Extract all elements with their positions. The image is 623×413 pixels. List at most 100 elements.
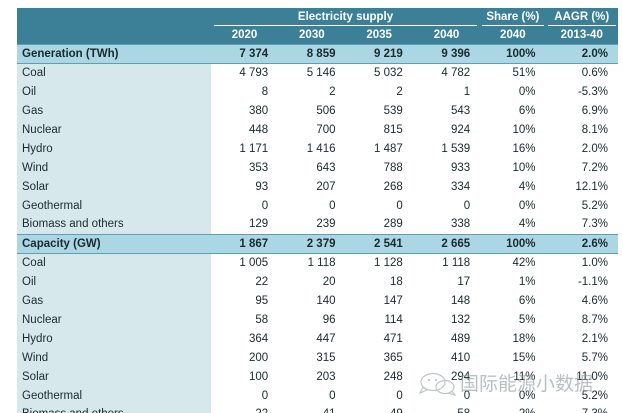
- cell-value: 448: [210, 120, 279, 139]
- cell-value: 114: [345, 310, 413, 329]
- section-total-value: 2.6%: [545, 233, 618, 254]
- row-label: Biomass and others: [17, 405, 211, 413]
- cell-value: 289: [345, 215, 413, 235]
- cell-value: 93: [210, 177, 279, 196]
- cell-value: 5 032: [345, 63, 413, 82]
- table-row: Geothermal 0 0 0 0 0% 5.2%: [17, 386, 618, 405]
- cell-value: 22: [210, 405, 279, 413]
- row-label: Gas: [17, 291, 211, 310]
- section-total-value: 1 867: [210, 233, 279, 254]
- electricity-supply-table-container: Electricity supply Share (%) AAGR (%) 20…: [17, 8, 618, 413]
- cell-value: 353: [210, 158, 279, 177]
- cell-value: 207: [278, 177, 346, 196]
- cell-value: 5%: [480, 310, 546, 329]
- cell-value: 1%: [480, 272, 546, 291]
- cell-value: 338: [412, 215, 481, 235]
- section-total-value: 2 541: [345, 233, 413, 254]
- cell-value: 1 171: [210, 139, 279, 158]
- row-label: Hydro: [17, 139, 211, 158]
- cell-value: -1.1%: [545, 272, 618, 291]
- row-label: Solar: [17, 177, 211, 196]
- cell-value: 4%: [480, 177, 546, 196]
- cell-value: 5.7%: [545, 348, 618, 367]
- column-header-year-2: 2035: [345, 28, 413, 44]
- header-group-electricity-supply: Electricity supply: [210, 8, 481, 28]
- cell-value: 315: [278, 348, 346, 367]
- row-label: Nuclear: [17, 310, 211, 329]
- section-title: Generation (TWh): [17, 43, 211, 64]
- cell-value: 100: [210, 367, 279, 386]
- cell-value: 0%: [480, 82, 546, 101]
- table-header-group-row: Electricity supply Share (%) AAGR (%): [17, 8, 618, 28]
- cell-value: 294: [412, 367, 481, 386]
- section-total-value: 100%: [480, 233, 546, 254]
- row-label: Hydro: [17, 329, 211, 348]
- cell-value: 334: [412, 177, 481, 196]
- column-header-aagr-period: 2013-40: [545, 28, 618, 44]
- cell-value: 140: [278, 291, 346, 310]
- table-row: Solar 93 207 268 334 4% 12.1%: [17, 177, 618, 196]
- table-row: Oil 22 20 18 17 1% -1.1%: [17, 272, 618, 291]
- row-label: Coal: [17, 63, 211, 82]
- cell-value: 5.2%: [545, 386, 618, 405]
- table-row: Oil 8 2 2 1 0% -5.3%: [17, 82, 618, 101]
- cell-value: 8.7%: [545, 310, 618, 329]
- section-total-value: 2 665: [412, 233, 481, 254]
- section-header-row: Capacity (GW) 1 867 2 379 2 541 2 665 100% 2.6…: [17, 233, 618, 254]
- table-row: Biomass and others224149582%7.3%: [17, 405, 618, 413]
- cell-value: 1: [412, 82, 481, 101]
- row-label: Biomass and others: [17, 215, 211, 235]
- cell-value: 2.0%: [545, 139, 618, 158]
- table-row: Wind 200 315 365 410 15% 5.7%: [17, 348, 618, 367]
- cell-value: 1 118: [412, 253, 481, 272]
- cell-value: 42%: [480, 253, 546, 272]
- table-row: Nuclear 58 96 114 132 5% 8.7%: [17, 310, 618, 329]
- header-corner-blank: [17, 8, 211, 28]
- table-row: Coal 1 005 1 118 1 128 1 118 42% 1.0%: [17, 253, 618, 272]
- cell-value: 4 782: [412, 63, 481, 82]
- cell-value: 49: [345, 405, 413, 413]
- cell-value: 268: [345, 177, 413, 196]
- cell-value: 1 539: [412, 139, 481, 158]
- header-group-share-label: Share (%): [482, 11, 544, 26]
- cell-value: 95: [210, 291, 279, 310]
- header-group-electricity-supply-label: Electricity supply: [213, 11, 478, 26]
- cell-value: 5 146: [278, 63, 346, 82]
- cell-value: 643: [278, 158, 346, 177]
- cell-value: 148: [412, 291, 481, 310]
- section-total-value: 9 396: [412, 43, 481, 64]
- cell-value: 2: [345, 82, 413, 101]
- cell-value: 0: [210, 196, 279, 215]
- cell-value: 10%: [480, 158, 546, 177]
- cell-value: 8: [210, 82, 279, 101]
- section-total-value: 7 374: [210, 43, 279, 64]
- cell-value: 41: [278, 405, 346, 413]
- cell-value: 7.3%: [545, 215, 618, 235]
- section-total-value: 2 379: [278, 233, 346, 254]
- cell-value: 96: [278, 310, 346, 329]
- cell-value: 788: [345, 158, 413, 177]
- cell-value: 4.6%: [545, 291, 618, 310]
- cell-value: 51%: [480, 63, 546, 82]
- table-row: Coal 4 793 5 146 5 032 4 782 51% 0.6%: [17, 63, 618, 82]
- row-label: Oil: [17, 272, 211, 291]
- header-group-aagr: AAGR (%): [545, 8, 618, 28]
- cell-value: 11.0%: [545, 367, 618, 386]
- cell-value: 129: [210, 215, 279, 235]
- cell-value: 1 416: [278, 139, 346, 158]
- cell-value: 410: [412, 348, 481, 367]
- header-group-aagr-label: AAGR (%): [547, 11, 616, 26]
- cell-value: 489: [412, 329, 481, 348]
- header-group-share: Share (%): [480, 8, 546, 28]
- column-header-year-0: 2020: [210, 28, 279, 44]
- table-row: Geothermal 0 0 0 0 0% 5.2%: [17, 196, 618, 215]
- cell-value: 543: [412, 101, 481, 120]
- cell-value: 700: [278, 120, 346, 139]
- cell-value: 18%: [480, 329, 546, 348]
- cell-value: 58: [210, 310, 279, 329]
- cell-value: 22: [210, 272, 279, 291]
- column-header-year-3: 2040: [412, 28, 481, 44]
- cell-value: 1 005: [210, 253, 279, 272]
- cell-value: 16%: [480, 139, 546, 158]
